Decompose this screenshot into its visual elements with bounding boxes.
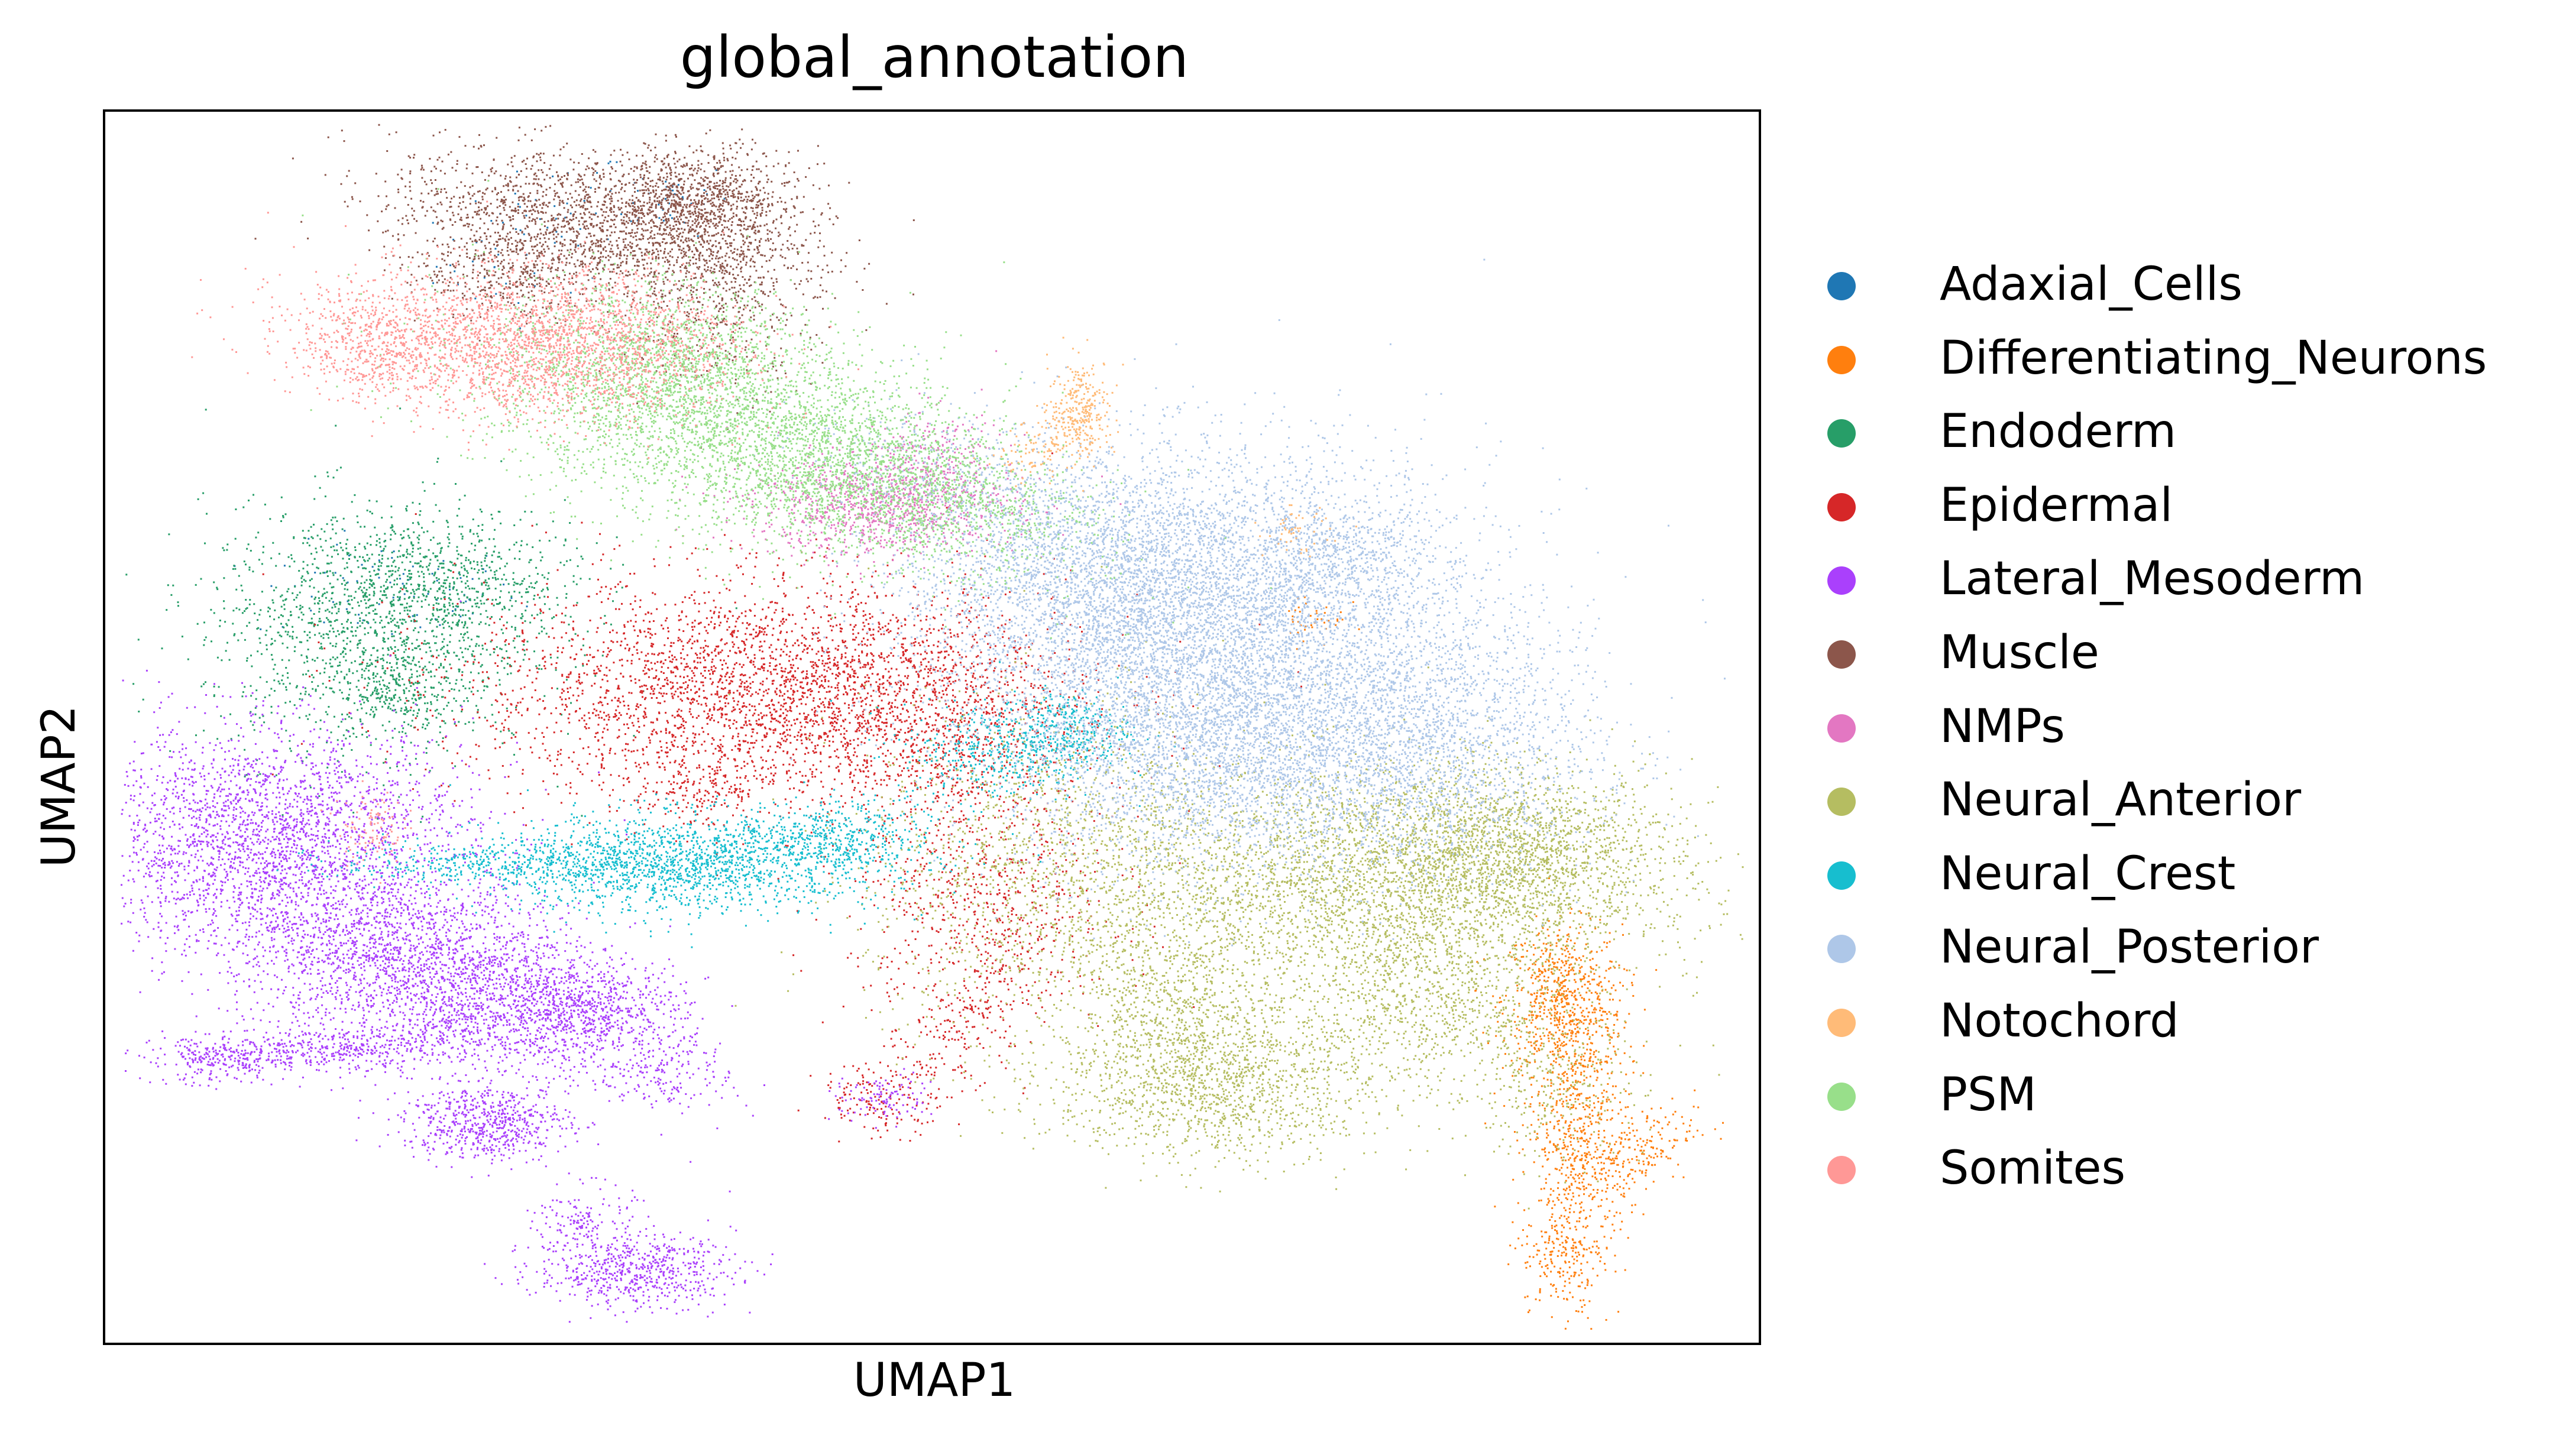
chart-title: global_annotation <box>679 24 1189 90</box>
legend-marker-icon <box>1827 1156 1856 1185</box>
legend-label: Endoderm <box>1940 405 2177 459</box>
legend-marker-icon <box>1827 1008 1856 1037</box>
legend-item: PSM <box>1827 1059 2561 1133</box>
legend-label: Neural_Posterior <box>1940 921 2319 974</box>
scatter-points <box>121 124 1744 1330</box>
series-points <box>254 124 915 449</box>
legend-label: Neural_Crest <box>1940 847 2236 900</box>
legend-item: Lateral_Mesoderm <box>1827 543 2561 617</box>
legend-item: Notochord <box>1827 985 2561 1059</box>
legend-marker-icon <box>1827 492 1856 521</box>
legend-label: Adaxial_Cells <box>1940 258 2243 311</box>
series-endoderm <box>125 407 737 823</box>
series-psm <box>302 180 1272 639</box>
plot-frame <box>103 109 1761 1345</box>
legend-marker-icon <box>1827 272 1856 300</box>
legend-marker-icon <box>1827 419 1856 448</box>
series-points <box>753 258 1726 947</box>
y-axis-label: UMAP2 <box>33 705 86 868</box>
legend-marker-icon <box>1827 861 1856 890</box>
legend-label: Epidermal <box>1940 478 2173 532</box>
legend-item: Differentiating_Neurons <box>1827 322 2561 396</box>
series-neural-anterior <box>728 566 1744 1210</box>
series-points <box>125 407 737 823</box>
series-points <box>302 180 1272 639</box>
legend-label: Lateral_Mesoderm <box>1940 552 2365 606</box>
legend-item: Epidermal <box>1827 469 2561 543</box>
legend-marker-icon <box>1827 788 1856 816</box>
legend-marker-icon <box>1827 566 1856 595</box>
series-neural-posterior <box>753 258 1726 947</box>
legend-label: Neural_Anterior <box>1940 773 2302 827</box>
legend: Adaxial_Cells Differentiating_Neurons Endo… <box>1827 248 2561 1206</box>
legend-label: Notochord <box>1940 994 2179 1048</box>
legend-item: Neural_Posterior <box>1827 911 2561 985</box>
legend-item: Muscle <box>1827 617 2561 691</box>
legend-label: Muscle <box>1940 626 2099 679</box>
series-points <box>121 600 933 1323</box>
legend-marker-icon <box>1827 640 1856 669</box>
legend-label: Somites <box>1940 1142 2126 1195</box>
series-points <box>973 336 1357 558</box>
legend-item: Adaxial_Cells <box>1827 248 2561 322</box>
legend-marker-icon <box>1827 935 1856 964</box>
legend-marker-icon <box>1827 345 1856 374</box>
series-points <box>1288 596 1724 1330</box>
legend-item: Neural_Anterior <box>1827 764 2561 838</box>
legend-label: Differentiating_Neurons <box>1940 331 2487 385</box>
series-lateral-mesoderm <box>121 600 933 1323</box>
legend-label: NMPs <box>1940 699 2065 753</box>
legend-item: NMPs <box>1827 691 2561 764</box>
legend-item: Endoderm <box>1827 396 2561 469</box>
series-differentiating-neurons <box>1288 596 1724 1330</box>
series-muscle <box>254 124 915 449</box>
legend-item: Somites <box>1827 1132 2561 1206</box>
legend-label: PSM <box>1940 1068 2037 1122</box>
series-points <box>728 566 1744 1210</box>
series-epidermal <box>262 452 1303 1143</box>
x-axis-label: UMAP1 <box>853 1354 1016 1407</box>
legend-marker-icon <box>1827 714 1856 743</box>
legend-marker-icon <box>1827 1082 1856 1111</box>
series-notochord <box>973 336 1357 558</box>
legend-item: Neural_Crest <box>1827 838 2561 912</box>
series-points <box>262 452 1303 1143</box>
